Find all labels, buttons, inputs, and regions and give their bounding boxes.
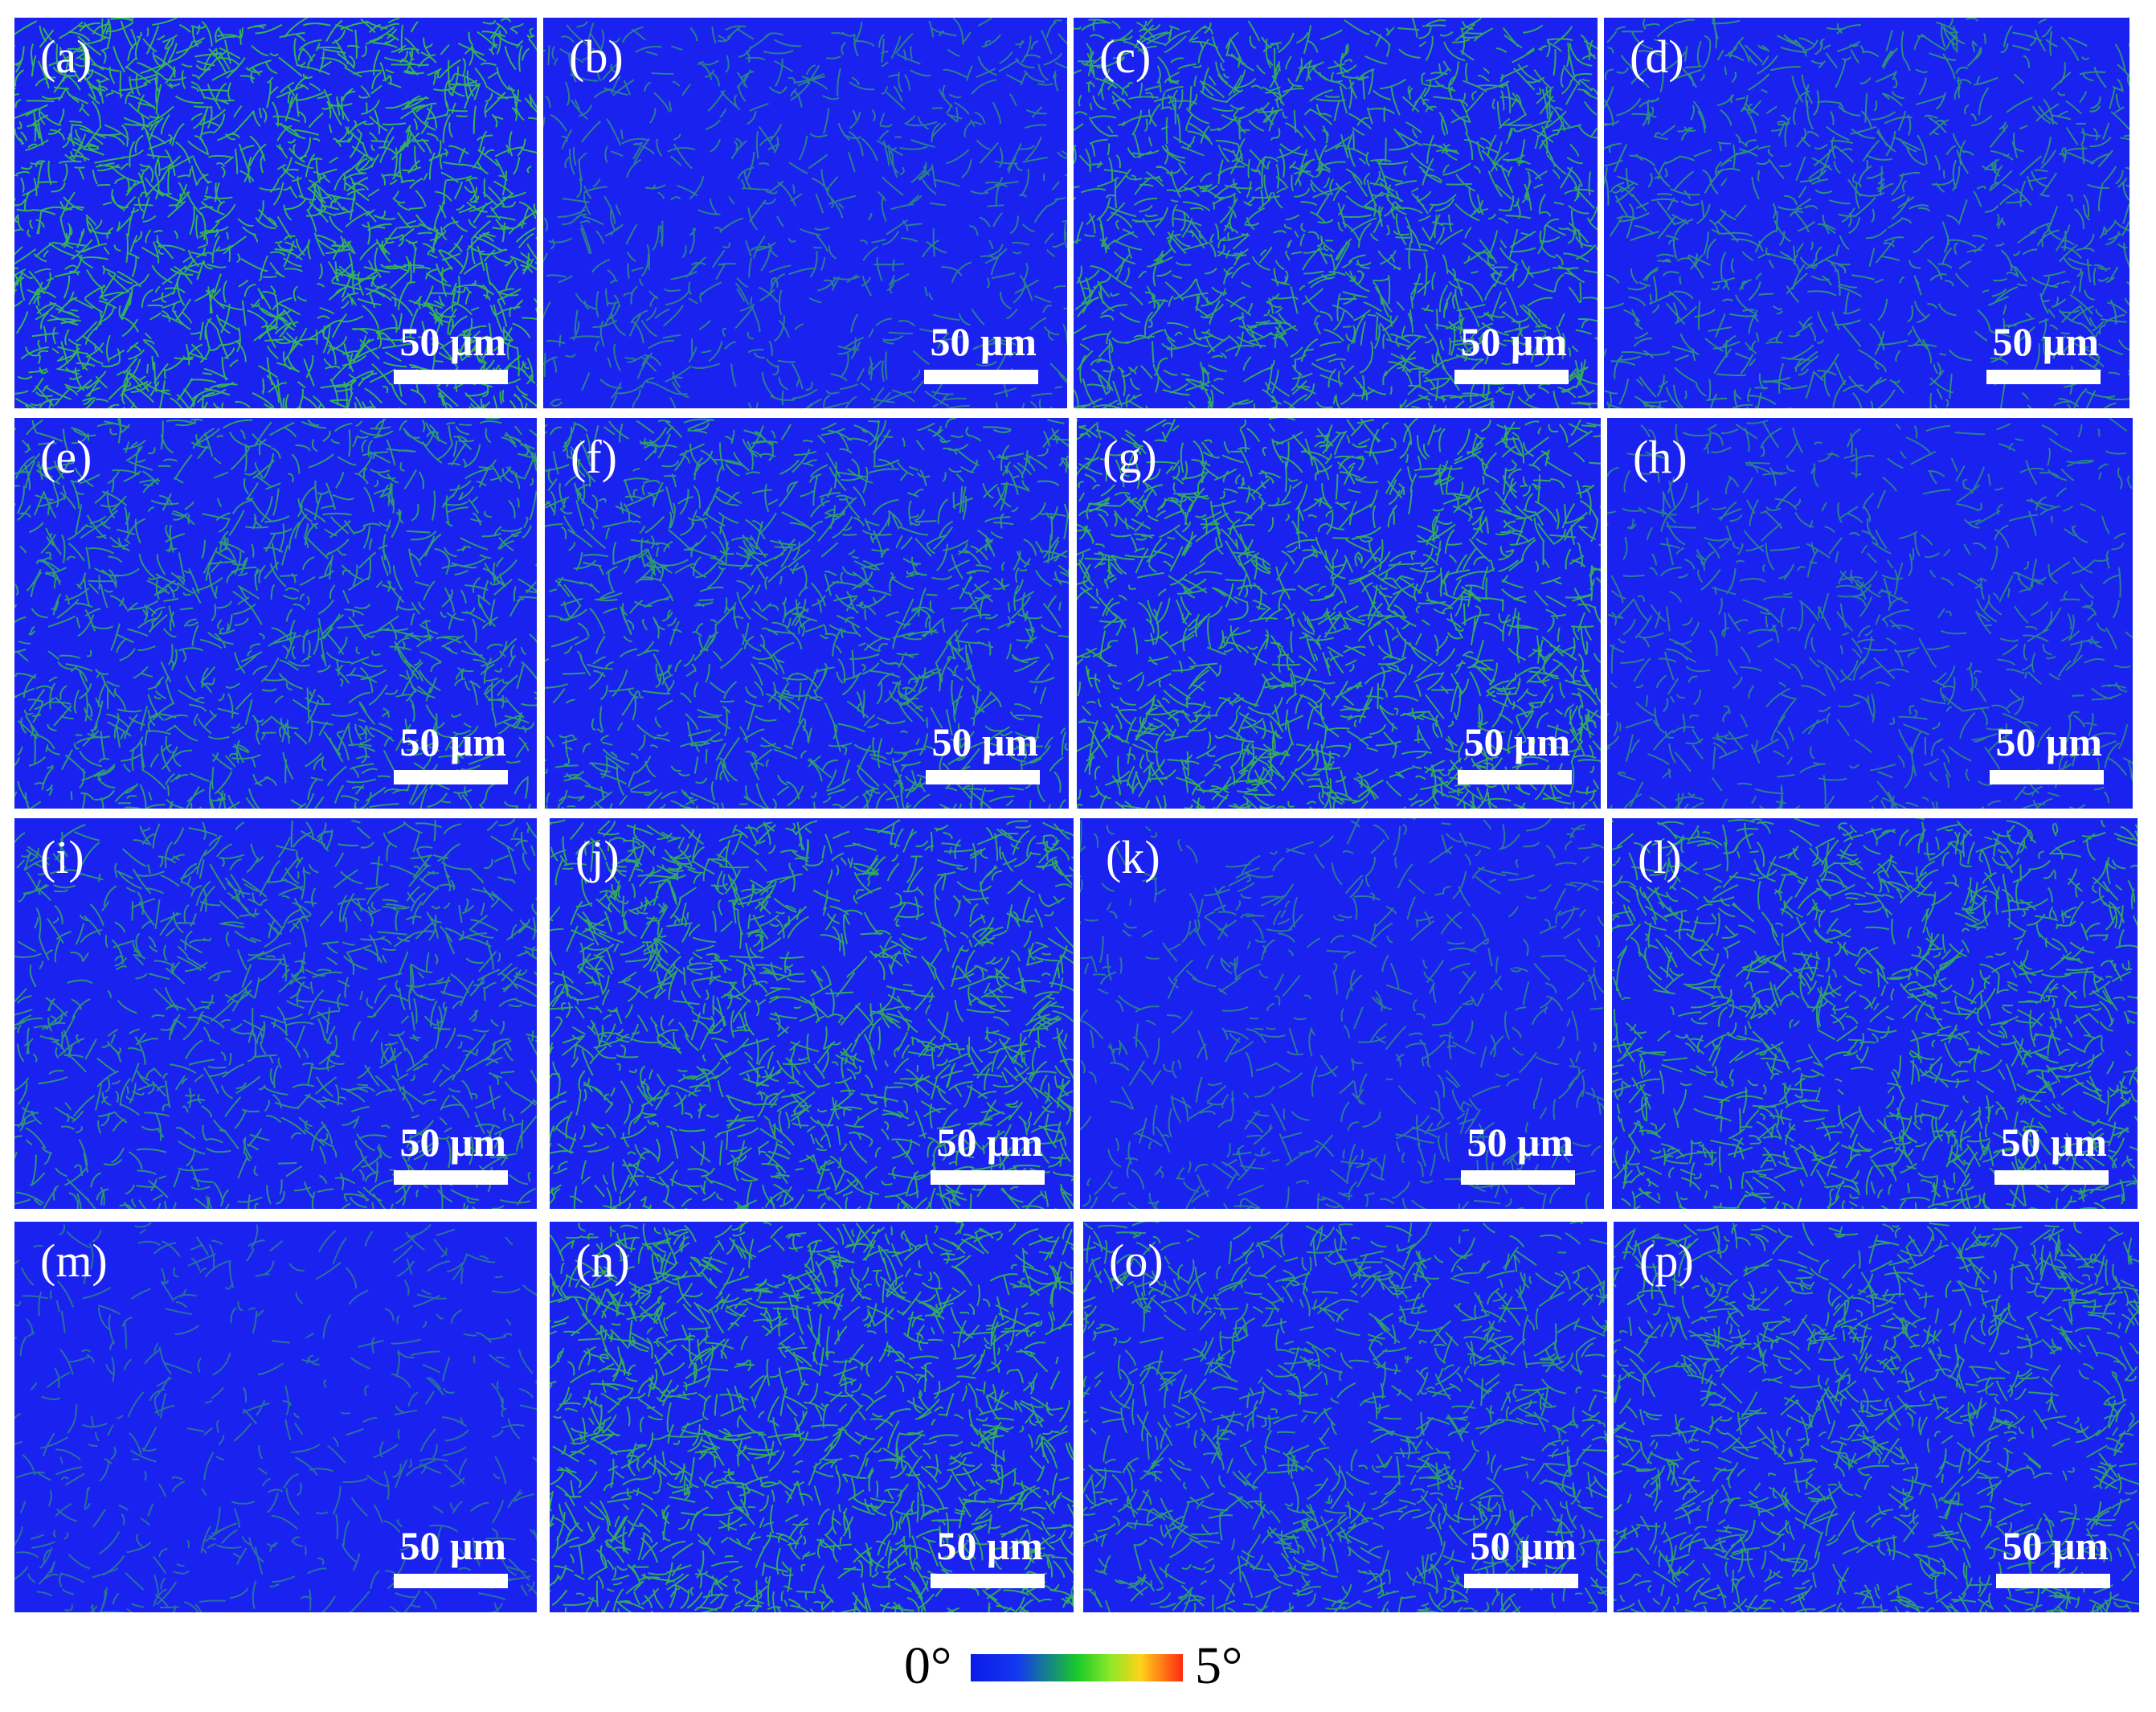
scale-bar [1461,1170,1575,1185]
scale-bar [931,1170,1045,1185]
kam-map-texture [545,418,1069,809]
kam-map-texture [14,18,537,408]
kam-map-texture [14,818,537,1209]
panel-l: (l) 50 μm [1612,818,2138,1209]
kam-map-texture [14,418,537,809]
scale-bar-label: 50 μm [399,1120,507,1165]
panel-label: (k) [1106,831,1160,883]
panel-o: (o) 50 μm [1083,1222,1607,1612]
kam-map-texture [1077,418,1601,809]
scale-bar-label: 50 μm [399,1523,507,1568]
scale-bar-label: 50 μm [2000,1120,2108,1165]
panel-label: (a) [40,31,92,83]
kam-map-texture [1607,418,2133,809]
scale-bar-label: 50 μm [936,1120,1044,1165]
panel-label: (f) [571,431,617,483]
panel-p: (p) 50 μm [1614,1222,2139,1612]
scale-bar [1990,770,2104,784]
scale-bar-label: 50 μm [931,719,1039,764]
scale-bar [394,370,508,384]
kam-map-texture [550,1222,1074,1612]
panel-c: (c) 50 μm [1074,18,1598,408]
kam-map-texture [1604,18,2129,408]
kam-map-texture [543,18,1067,408]
scale-bar [1994,1170,2109,1185]
kam-map-texture [1080,818,1604,1209]
scale-bar-label: 50 μm [2002,1523,2109,1568]
scale-bar-label: 50 μm [1995,719,2103,764]
scale-bar-label: 50 μm [1992,319,2100,364]
scale-bar [394,1170,508,1185]
panel-n: (n) 50 μm [550,1222,1074,1612]
scale-bar [926,770,1040,784]
panel-label: (j) [575,831,620,883]
scale-bar-label: 50 μm [1470,1523,1577,1568]
panel-b: (b) 50 μm [543,18,1067,408]
colorbar-gradient [971,1654,1183,1681]
panel-label: (b) [569,31,624,83]
scale-bar [1986,370,2101,384]
scale-bar [931,1574,1045,1588]
panel-g: (g) 50 μm [1077,418,1601,809]
panel-label: (o) [1109,1235,1164,1287]
colorbar: 0° 5° [888,1640,1258,1712]
scale-bar [1996,1574,2110,1588]
panel-i: (i) 50 μm [14,818,537,1209]
colorbar-min-label: 0° [904,1636,952,1695]
scale-bar [1454,370,1569,384]
panel-label: (l) [1638,831,1682,883]
panel-label: (d) [1630,31,1684,83]
colorbar-max-label: 5° [1195,1636,1243,1695]
panel-a: (a) 50 μm [14,18,537,408]
panel-k: (k) 50 μm [1080,818,1604,1209]
panel-h: (h) 50 μm [1607,418,2133,809]
panel-label: (n) [575,1235,630,1287]
scale-bar-label: 50 μm [936,1523,1044,1568]
panel-label: (i) [40,831,84,883]
kam-map-texture [550,818,1074,1209]
scale-bar [1464,1574,1578,1588]
scale-bar-label: 50 μm [1467,1120,1574,1165]
panel-label: (g) [1103,431,1157,483]
panel-label: (m) [40,1235,108,1287]
panel-m: (m) 50 μm [14,1222,537,1612]
panel-label: (p) [1639,1235,1694,1287]
panel-e: (e) 50 μm [14,418,537,809]
scale-bar-label: 50 μm [399,719,507,764]
kam-map-texture [14,1222,537,1612]
panel-label: (e) [40,431,92,483]
kam-map-texture [1614,1222,2139,1612]
scale-bar [394,770,508,784]
panel-label: (h) [1633,431,1688,483]
panel-f: (f) 50 μm [545,418,1069,809]
panel-d: (d) 50 μm [1604,18,2129,408]
scale-bar-label: 50 μm [399,319,507,364]
panel-label: (c) [1099,31,1152,83]
kam-map-texture [1612,818,2138,1209]
scale-bar-label: 50 μm [1460,319,1568,364]
scale-bar [394,1574,508,1588]
scale-bar [924,370,1038,384]
scale-bar-label: 50 μm [1463,719,1571,764]
scale-bar [1458,770,1572,784]
scale-bar-label: 50 μm [930,319,1037,364]
kam-map-texture [1083,1222,1607,1612]
panel-j: (j) 50 μm [550,818,1074,1209]
kam-map-texture [1074,18,1598,408]
